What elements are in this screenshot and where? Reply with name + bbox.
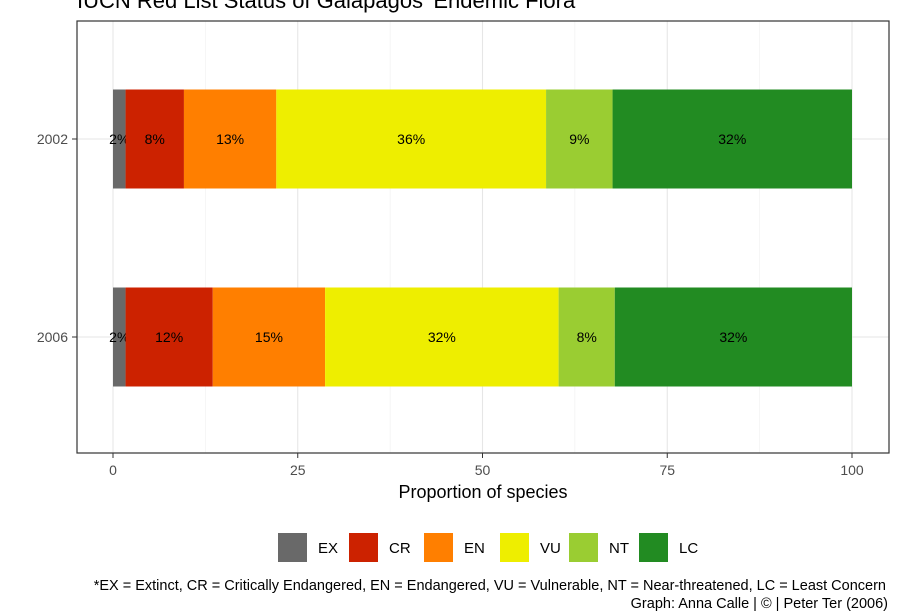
legend-swatch-lc	[639, 533, 668, 562]
data-label: 8%	[145, 131, 165, 147]
data-label: 32%	[428, 329, 456, 345]
abbreviation-footnote: *EX = Extinct, CR = Critically Endangere…	[93, 578, 886, 594]
bar-ex-2002	[113, 89, 126, 189]
x-tick-label: 100	[840, 462, 864, 478]
legend-swatch-ex	[278, 533, 307, 562]
legend-label-cr: CR	[389, 540, 411, 557]
legend-swatch-nt	[569, 533, 598, 562]
chart-title: IUCN Red List Status of Galapagos' Endem…	[77, 0, 576, 13]
x-tick-label: 25	[290, 462, 306, 478]
legend-swatch-cr	[349, 533, 378, 562]
data-label: 2%	[109, 329, 129, 345]
bar-lc-2006	[614, 287, 852, 387]
bar-nt-2006	[558, 287, 615, 387]
bar-ex-2006	[113, 287, 126, 387]
y-tick-label: 2006	[37, 329, 68, 345]
x-tick-label: 50	[475, 462, 491, 478]
data-label: 13%	[216, 131, 244, 147]
bar-vu-2002	[276, 89, 547, 189]
x-tick-label: 75	[659, 462, 675, 478]
legend-label-en: EN	[464, 540, 485, 557]
source-footnote: Graph: Anna Calle | © | Peter Ter (2006)	[630, 596, 888, 612]
data-label: 9%	[569, 131, 589, 147]
data-label: 8%	[577, 329, 597, 345]
y-tick-label: 2002	[37, 131, 68, 147]
bar-en-2006	[212, 287, 326, 387]
legend-swatch-vu	[500, 533, 529, 562]
bar-en-2002	[183, 89, 277, 189]
data-label: 2%	[109, 131, 129, 147]
bar-cr-2002	[125, 89, 184, 189]
bar-cr-2006	[125, 287, 213, 387]
legend-label-ex: EX	[318, 540, 338, 557]
data-label: 32%	[718, 131, 746, 147]
data-label: 32%	[719, 329, 747, 345]
legend-label-vu: VU	[540, 540, 561, 557]
bar-nt-2002	[546, 89, 613, 189]
bar-lc-2002	[612, 89, 852, 189]
legend-label-nt: NT	[609, 540, 629, 557]
bar-vu-2006	[325, 287, 559, 387]
legend-label-lc: LC	[679, 540, 698, 557]
data-label: 36%	[397, 131, 425, 147]
x-tick-label: 0	[109, 462, 117, 478]
data-label: 15%	[255, 329, 283, 345]
x-axis-title: Proportion of species	[398, 482, 567, 502]
data-label: 12%	[155, 329, 183, 345]
legend-swatch-en	[424, 533, 453, 562]
